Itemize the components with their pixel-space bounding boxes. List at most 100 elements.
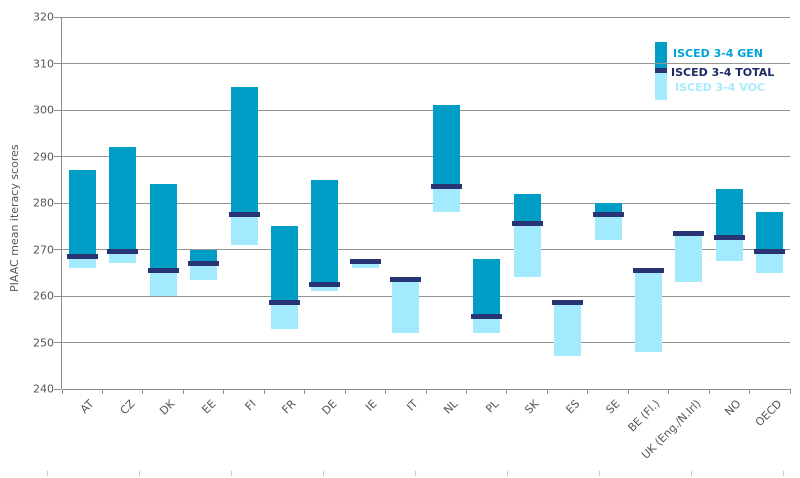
bar-se-voc [594,214,622,241]
legend-label-voc: ISCED 3-4 VOC [675,81,766,94]
y-tick-270 [54,249,61,250]
y-tick-240 [54,388,61,390]
bar-ie-total [349,258,381,264]
bar-fr-total [268,300,300,306]
bar-it-total [390,277,422,283]
x-tick-12 [546,389,548,394]
bottom-minor-tick-5 [507,471,508,476]
y-tick-label-240: 240 [33,382,54,396]
bar-ee-gen [190,249,218,264]
bottom-minor-tick-6 [599,471,600,476]
bar-ie-voc [351,261,379,269]
gridline-260 [62,295,790,297]
x-label-fr: FR [279,397,299,417]
bottom-minor-tick-2 [231,471,232,476]
bar-dk-voc [149,270,177,296]
legend-marker-voc-segment [655,73,667,100]
gridline-270 [62,249,790,250]
gridline-290 [62,156,790,157]
x-tick-3 [182,389,184,394]
x-label-cz: CZ [117,397,138,418]
x-tick-16 [708,389,710,394]
y-tick-label-280: 280 [33,196,54,210]
x-label-sk: SK [522,397,542,417]
x-tick-15 [668,389,670,394]
bar-pl-gen [473,258,501,317]
bar-dk-gen [149,184,177,271]
x-label-dk: DK [157,397,178,418]
x-label-nl: NL [441,397,461,417]
legend-label-gen: ISCED 3-4 GEN [673,47,764,60]
y-tick-320 [54,16,61,18]
legend: ISCED 3-4 GEN ISCED 3-4 TOTAL ISCED 3-4 … [655,42,800,104]
x-tick-13 [587,389,589,394]
x-label-pl: PL [482,397,502,416]
x-label-it: IT [404,397,421,414]
y-tick-300 [54,109,61,111]
bar-se-gen [594,203,622,215]
x-label-de: DE [319,397,340,418]
bar-es-total [552,300,584,306]
bar-no-total [713,235,745,241]
x-tick-14 [627,389,629,394]
x-tick-11 [506,389,508,394]
bar-it-voc [392,279,420,334]
x-tick-2 [142,389,144,394]
y-tick-label-290: 290 [33,150,54,163]
legend-label-total: ISCED 3-4 TOTAL [671,66,775,79]
bar-cz-voc [109,251,137,264]
bar-cz-total [107,249,139,255]
x-tick-10 [465,389,467,394]
y-tick-280 [54,202,61,204]
bar-sk-voc [513,223,541,278]
gridline-310 [62,63,790,64]
bar-de-total [309,281,341,287]
bar-nl-voc [432,186,460,213]
x-label-no: NO [722,397,744,419]
bar-at-gen [68,170,96,257]
bar-se-total [592,212,624,218]
x-tick-18 [789,389,791,394]
gridline-300 [62,109,790,111]
bar-nl-gen [432,105,460,187]
x-tick-4 [223,389,225,394]
x-tick-8 [385,389,387,394]
x-label-es: ES [562,397,583,417]
bar-oecd-voc [756,251,784,273]
gridline-280 [62,202,790,204]
x-label-se: SE [603,397,623,417]
y-tick-label-310: 310 [33,57,54,70]
y-tick-label-320: 320 [33,10,54,24]
bar-cz-gen [109,147,137,252]
gridline-250 [62,342,790,343]
bar-uk-eng-n-irl-voc [675,233,703,283]
x-tick-0 [61,389,63,394]
bar-pl-voc [473,316,501,334]
bottom-minor-tick-4 [415,471,416,476]
x-label-ee: EE [199,397,219,417]
y-tick-label-270: 270 [33,243,54,256]
x-tick-6 [304,389,306,394]
y-tick-label-260: 260 [33,289,54,303]
x-label-ie: IE [363,397,380,414]
bar-sk-gen [513,193,541,224]
bar-fr-gen [270,226,298,303]
bar-fr-voc [270,302,298,329]
bottom-minor-tick-3 [323,471,324,476]
y-tick-260 [54,295,61,297]
bar-be-fl-voc [634,270,662,352]
bottom-minor-tick-1 [139,471,140,476]
x-label-at: AT [78,397,97,416]
y-tick-290 [54,156,61,157]
y-tick-310 [54,63,61,64]
bar-ee-total [188,260,220,266]
bar-at-total [66,253,98,259]
x-tick-17 [749,389,751,394]
x-tick-1 [101,389,103,394]
bar-ee-voc [190,263,218,280]
bar-oecd-gen [756,212,784,252]
bar-dk-total [147,267,179,273]
gridline-320 [62,16,790,18]
x-label-be-fl: BE (Fl.) [625,397,663,435]
